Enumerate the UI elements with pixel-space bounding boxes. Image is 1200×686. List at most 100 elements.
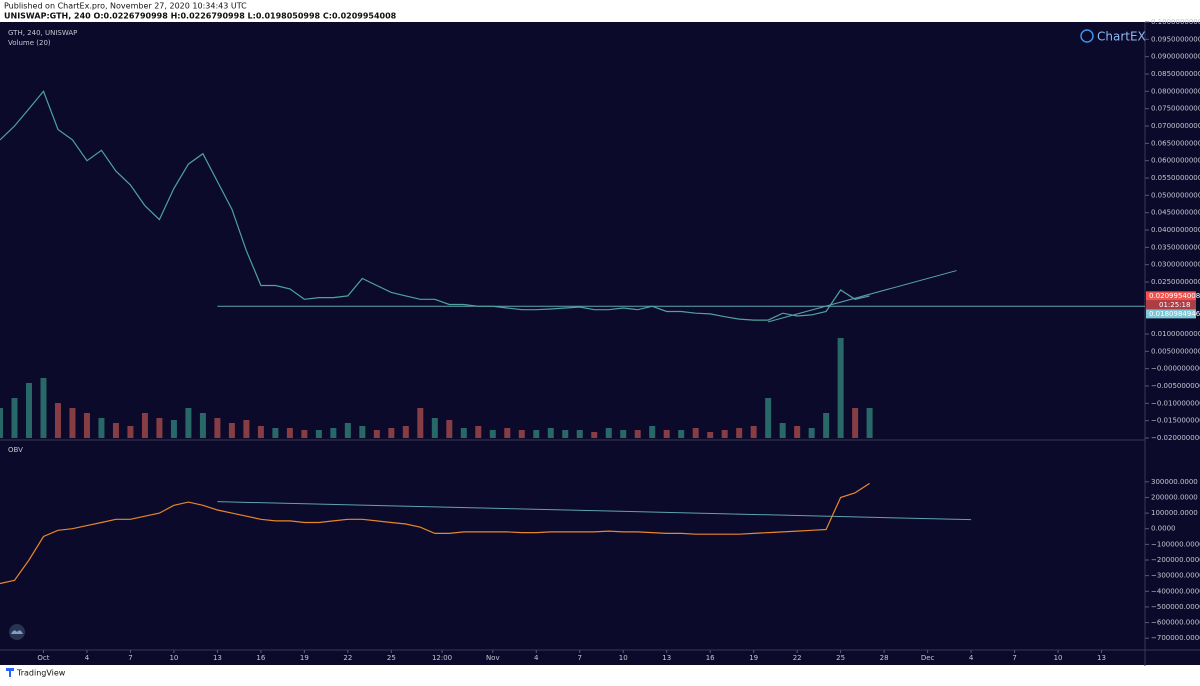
volume-bar <box>40 378 47 438</box>
x-tick-label: 16 <box>706 654 715 662</box>
volume-bar <box>533 430 540 438</box>
price-label-box <box>1146 309 1196 319</box>
x-tick-label: Oct <box>37 654 49 662</box>
volume-bar <box>0 408 3 438</box>
volume-bar <box>402 426 409 438</box>
footer-brand: TradingView <box>16 669 66 678</box>
x-tick-label: 25 <box>836 654 845 662</box>
y-tick-label: 0.0750000000 <box>1151 105 1200 113</box>
volume-bar <box>736 428 743 438</box>
y-tick-label: −0.0150000000 <box>1151 417 1200 425</box>
volume-bar <box>721 430 728 438</box>
y-tick-label: 0.0250000000 <box>1151 278 1200 286</box>
x-tick-label: 7 <box>1012 654 1016 662</box>
volume-bar <box>852 408 859 438</box>
volume-bar <box>518 430 525 438</box>
volume-bar <box>504 428 511 438</box>
y-tick-label: 0.0700000000 <box>1151 122 1200 130</box>
footer-bar <box>0 665 1200 682</box>
x-tick-label: 28 <box>880 654 889 662</box>
volume-bar <box>417 408 424 438</box>
volume-bar <box>794 426 801 438</box>
volume-bar <box>83 413 90 438</box>
volume-bar <box>301 430 308 438</box>
volume-bar <box>707 432 714 438</box>
volume-bar <box>98 418 105 438</box>
y-tick-label: −300000.0000 <box>1151 572 1200 580</box>
header-bar <box>0 0 1200 22</box>
tv-icon <box>6 668 14 677</box>
volume-bar <box>446 420 453 438</box>
pane-title: GTH, 240, UNISWAP <box>8 29 77 37</box>
y-tick-label: −400000.0000 <box>1151 587 1200 595</box>
volume-bar <box>112 423 119 438</box>
x-tick-label: 13 <box>662 654 671 662</box>
x-tick-label: Nov <box>486 654 500 662</box>
volume-bar <box>591 432 598 438</box>
volume-bar <box>489 430 496 438</box>
volume-bar <box>344 423 351 438</box>
y-tick-label: −0.0200000000 <box>1151 434 1200 442</box>
x-tick-label: 10 <box>169 654 178 662</box>
volume-bar <box>547 428 554 438</box>
x-tick-label: 13 <box>1097 654 1106 662</box>
volume-bar <box>634 430 641 438</box>
volume-bar <box>620 430 627 438</box>
x-tick-label: 7 <box>128 654 132 662</box>
published-note: Published on ChartEx.pro, November 27, 2… <box>4 2 247 11</box>
volume-bar <box>214 418 221 438</box>
y-tick-label: 200000.0000 <box>1151 493 1198 501</box>
price-label-box <box>1146 291 1196 301</box>
volume-bar <box>54 403 61 438</box>
volume-bar <box>823 413 830 438</box>
volume-bar <box>330 428 337 438</box>
volume-bar <box>779 423 786 438</box>
x-tick-label: 25 <box>387 654 396 662</box>
x-tick-label: Dec <box>921 654 935 662</box>
y-tick-label: 0.0900000000 <box>1151 53 1200 61</box>
volume-bar <box>808 428 815 438</box>
volume-bar <box>141 413 148 438</box>
countdown: 01:25:18 <box>1159 301 1190 309</box>
x-tick-label: 4 <box>534 654 539 662</box>
x-tick-label: 10 <box>1054 654 1063 662</box>
x-tick-label: 10 <box>619 654 628 662</box>
y-tick-label: −0.0050000000 <box>1151 382 1200 390</box>
y-tick-label: −600000.0000 <box>1151 619 1200 627</box>
y-tick-label: 0.0400000000 <box>1151 226 1200 234</box>
volume-bar <box>460 428 467 438</box>
volume-bar <box>286 428 293 438</box>
volume-bar <box>199 413 206 438</box>
volume-bar <box>562 430 569 438</box>
volume-bar <box>678 430 685 438</box>
pane-title: OBV <box>8 446 23 454</box>
price-label: 0.0209954008 <box>1149 292 1200 300</box>
volume-bar <box>373 430 380 438</box>
y-tick-label: 100000.0000 <box>1151 509 1198 517</box>
volume-bar <box>272 428 279 438</box>
volume-bar <box>170 420 177 438</box>
x-tick-label: 7 <box>578 654 582 662</box>
volume-bar <box>663 430 670 438</box>
y-tick-label: 0.0850000000 <box>1151 70 1200 78</box>
x-tick-label: 16 <box>256 654 265 662</box>
y-tick-label: −700000.0000 <box>1151 634 1200 642</box>
volume-bar <box>837 338 844 438</box>
volume-bar <box>156 418 163 438</box>
volume-bar <box>185 408 192 438</box>
series-line <box>0 482 870 585</box>
series-line <box>0 90 870 321</box>
x-tick-label: 19 <box>749 654 758 662</box>
x-tick-label: 19 <box>300 654 309 662</box>
volume-bar <box>431 418 438 438</box>
y-tick-label: 0.0950000000 <box>1151 35 1200 43</box>
volume-bar <box>25 383 32 438</box>
x-tick-label: 13 <box>213 654 222 662</box>
y-tick-label: 0.1000000000 <box>1151 18 1200 26</box>
price-label: 0.0180984946 <box>1149 310 1200 318</box>
volume-bar <box>866 408 873 438</box>
pane-subtitle: Volume (20) <box>8 39 51 47</box>
logo-icon <box>1080 29 1094 43</box>
